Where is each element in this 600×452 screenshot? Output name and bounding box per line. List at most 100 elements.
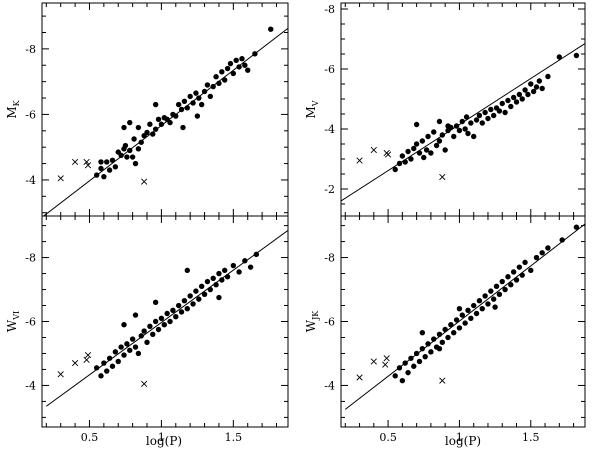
y-axis-label: MV [304, 100, 320, 118]
data-point [181, 98, 188, 105]
cross-marker [84, 351, 92, 359]
data-point [488, 288, 494, 294]
data-point [121, 124, 127, 131]
data-point [121, 321, 127, 328]
data-point [413, 350, 420, 357]
data-point [422, 353, 428, 360]
data-point [239, 56, 245, 62]
data-point [513, 277, 520, 283]
data-point [129, 336, 136, 342]
x-tick-label: 1 [158, 431, 165, 444]
data-point [141, 328, 147, 334]
data-point [462, 126, 468, 132]
data-point [98, 165, 104, 172]
data-point [219, 69, 225, 75]
cross-marker [141, 380, 148, 387]
data-point [508, 282, 514, 288]
x-axis-label-left: log(P) [146, 434, 182, 448]
data-point [533, 84, 540, 90]
data-point [419, 138, 426, 144]
x-axis-label-right: log(P) [445, 434, 481, 448]
data-point [456, 306, 463, 312]
data-point [104, 159, 110, 165]
plot-frame [41, 2, 289, 217]
cross-marker [384, 151, 392, 158]
data-point [132, 160, 139, 167]
data-point [167, 119, 173, 126]
data-point [216, 294, 222, 301]
data-point [436, 331, 443, 337]
data-point [115, 358, 121, 365]
cross-marker [382, 361, 389, 368]
data-point [135, 146, 142, 152]
data-point [490, 296, 497, 302]
data-point [505, 274, 511, 280]
data-point [135, 124, 142, 131]
data-point [173, 314, 179, 320]
data-point [528, 81, 534, 87]
data-point [545, 73, 551, 80]
data-point [184, 306, 190, 312]
data-point [121, 352, 127, 358]
data-point [193, 288, 199, 294]
data-point [210, 83, 216, 90]
data-point [396, 160, 403, 167]
data-point [468, 315, 474, 322]
data-point [516, 264, 523, 270]
data-point [181, 298, 188, 304]
data-point [445, 334, 451, 341]
data-point [187, 93, 193, 100]
y-tick-label: -6 [324, 316, 335, 329]
data-point [268, 26, 274, 32]
data-point [190, 301, 196, 307]
data-point [405, 369, 411, 376]
data-point [502, 109, 508, 116]
data-point [485, 115, 491, 122]
data-point [201, 291, 208, 298]
data-point [175, 101, 182, 108]
data-point [419, 345, 426, 352]
y-tick-label: -8 [25, 43, 36, 56]
plot-frame [41, 215, 289, 428]
data-point [479, 120, 485, 126]
data-point [499, 100, 505, 107]
data-point [184, 105, 190, 111]
data-point [109, 363, 116, 369]
data-point [536, 78, 543, 84]
data-point [129, 154, 136, 160]
data-point [201, 88, 208, 95]
data-point [213, 74, 219, 80]
cross-marker [57, 175, 64, 182]
data-point [198, 283, 205, 290]
data-point [127, 119, 133, 126]
data-point [190, 100, 196, 106]
y-axis-label: WJK [304, 310, 320, 333]
data-point [161, 321, 167, 328]
data-point [456, 325, 463, 331]
data-point [416, 150, 423, 156]
data-point [164, 310, 170, 317]
data-point [496, 108, 503, 114]
y-tick-label: -4 [324, 379, 335, 392]
x-tick-label: 0.5 [81, 431, 99, 444]
data-point [104, 368, 110, 374]
data-point [530, 88, 537, 95]
cross-marker [439, 377, 446, 384]
plot-frame [340, 2, 586, 217]
data-point [170, 307, 176, 314]
data-point [98, 159, 104, 165]
data-point [525, 91, 531, 98]
x-tick-label: 1.5 [225, 431, 243, 444]
data-point [109, 157, 116, 163]
data-point [493, 283, 500, 290]
data-point [451, 133, 457, 140]
data-point [219, 277, 225, 283]
data-point [482, 109, 488, 116]
data-point [106, 355, 113, 361]
data-point [230, 262, 237, 269]
data-point [490, 112, 497, 119]
data-point [213, 282, 219, 288]
data-point [505, 97, 511, 104]
cross-marker [356, 374, 363, 381]
data-point [533, 254, 540, 261]
